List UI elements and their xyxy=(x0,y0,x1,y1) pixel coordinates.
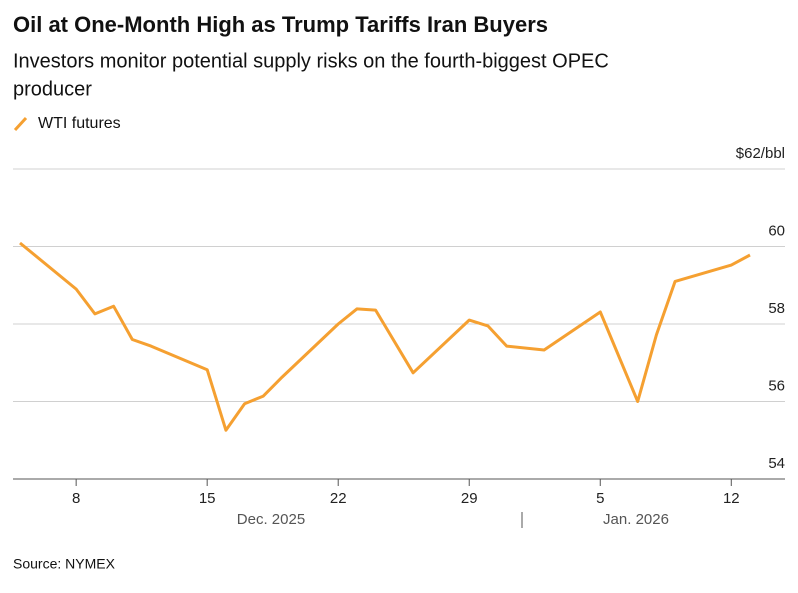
y-tick-label: 58 xyxy=(768,300,785,317)
chart-subtitle: producer xyxy=(13,78,92,100)
legend-label: WTI futures xyxy=(38,115,121,132)
source: Source: NYMEX xyxy=(13,556,116,572)
y-tick-label: 60 xyxy=(768,222,785,239)
x-tick-label: 29 xyxy=(461,490,478,507)
x-tick-label: 12 xyxy=(723,490,740,507)
chart-title: Oil at One-Month High as Trump Tariffs I… xyxy=(13,12,548,37)
line xyxy=(19,241,751,432)
x-tick-label: 8 xyxy=(72,490,80,507)
x-tick-label: 22 xyxy=(330,490,347,507)
chart-subtitle: Investors monitor potential supply risks… xyxy=(13,50,609,72)
y-tick-label: 56 xyxy=(768,377,785,394)
y-tick-label: $62/bbl xyxy=(736,145,785,162)
month-label: Dec. 2025 xyxy=(237,511,305,528)
month-label: Jan. 2026 xyxy=(603,511,669,528)
x-tick-label: 15 xyxy=(199,490,216,507)
legend-swatch xyxy=(13,116,28,132)
y-tick-label: 54 xyxy=(768,455,785,472)
x-tick-label: 5 xyxy=(596,490,604,507)
